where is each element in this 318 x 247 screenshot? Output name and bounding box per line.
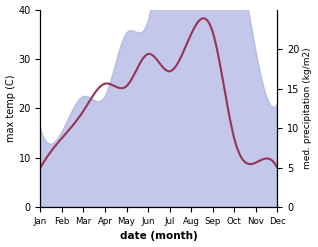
- Y-axis label: med. precipitation (kg/m2): med. precipitation (kg/m2): [303, 48, 313, 169]
- X-axis label: date (month): date (month): [120, 231, 198, 242]
- Y-axis label: max temp (C): max temp (C): [5, 75, 16, 142]
